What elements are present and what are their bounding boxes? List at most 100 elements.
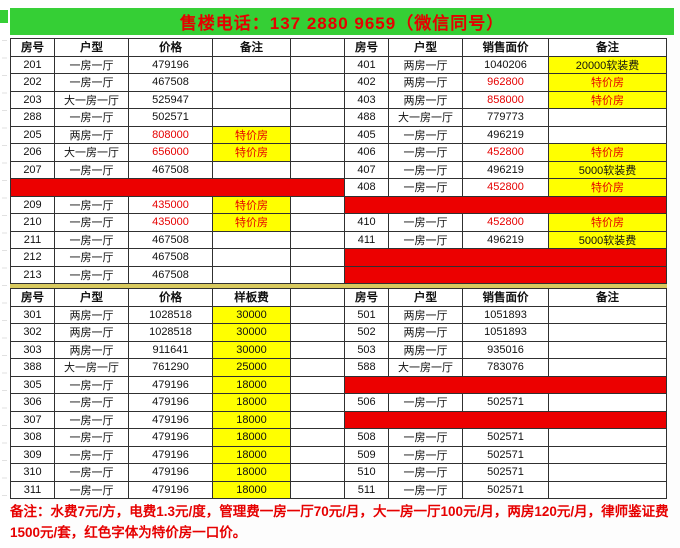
note-cell: 特价房	[213, 214, 291, 232]
room-cell: 307	[11, 411, 55, 429]
type-cell: 一房一厅	[55, 196, 129, 214]
room-cell: 306	[11, 394, 55, 412]
price-cell: 452800	[463, 144, 549, 162]
spacer-cell	[291, 144, 345, 162]
note-cell: 30000	[213, 306, 291, 324]
note-cell: 18000	[213, 446, 291, 464]
price-cell: 858000	[463, 91, 549, 109]
price-cell: 1051893	[463, 306, 549, 324]
header-type-left: 户型	[55, 289, 129, 307]
sold-row-band	[345, 411, 667, 429]
type-cell: 大一房一厅	[389, 109, 463, 127]
price-cell: 479196	[129, 376, 213, 394]
header-note-right: 备注	[549, 39, 667, 57]
type-cell: 两房一厅	[389, 74, 463, 92]
room-cell: 301	[11, 306, 55, 324]
price-cell: 479196	[129, 464, 213, 482]
type-cell: 一房一厅	[389, 446, 463, 464]
type-cell: 大一房一厅	[55, 144, 129, 162]
price-cell: 479196	[129, 429, 213, 447]
price-cell: 467508	[129, 74, 213, 92]
header-room-left: 房号	[11, 39, 55, 57]
room-cell: 510	[345, 464, 389, 482]
spacer-cell	[291, 109, 345, 127]
type-cell: 一房一厅	[55, 394, 129, 412]
spacer-cell	[291, 359, 345, 377]
price-cell: 962800	[463, 74, 549, 92]
price-cell: 783076	[463, 359, 549, 377]
note-cell: 18000	[213, 429, 291, 447]
room-cell: 501	[345, 306, 389, 324]
row-number-gutter	[0, 0, 10, 548]
spacer-cell	[291, 376, 345, 394]
note-cell	[549, 109, 667, 127]
price-cell: 496219	[463, 161, 549, 179]
spacer-cell	[291, 464, 345, 482]
type-cell: 两房一厅	[389, 324, 463, 342]
type-cell: 一房一厅	[389, 179, 463, 197]
note-cell: 特价房	[549, 214, 667, 232]
section-divider	[10, 284, 667, 288]
header-room-right: 房号	[345, 289, 389, 307]
price-cell: 452800	[463, 214, 549, 232]
price-cell: 935016	[463, 341, 549, 359]
price-cell: 435000	[129, 214, 213, 232]
type-cell: 一房一厅	[55, 161, 129, 179]
type-cell: 一房一厅	[55, 411, 129, 429]
room-cell: 405	[345, 126, 389, 144]
price-cell: 467508	[129, 231, 213, 249]
type-cell: 一房一厅	[55, 214, 129, 232]
price-cell: 502571	[463, 446, 549, 464]
note-cell: 5000软装费	[549, 231, 667, 249]
price-cell: 479196	[129, 481, 213, 499]
type-cell: 一房一厅	[55, 249, 129, 267]
price-cell: 467508	[129, 161, 213, 179]
note-cell	[213, 249, 291, 267]
note-cell: 18000	[213, 464, 291, 482]
room-cell: 202	[11, 74, 55, 92]
note-cell	[213, 266, 291, 284]
note-cell	[549, 394, 667, 412]
note-cell	[213, 109, 291, 127]
header-room-right: 房号	[345, 39, 389, 57]
note-cell: 25000	[213, 359, 291, 377]
room-cell: 288	[11, 109, 55, 127]
room-cell: 403	[345, 91, 389, 109]
room-cell: 309	[11, 446, 55, 464]
note-cell: 5000软装费	[549, 161, 667, 179]
type-cell: 一房一厅	[389, 481, 463, 499]
type-cell: 一房一厅	[55, 376, 129, 394]
spacer-cell	[291, 394, 345, 412]
room-cell: 201	[11, 56, 55, 74]
type-cell: 两房一厅	[55, 126, 129, 144]
spacer-cell	[291, 446, 345, 464]
note-cell	[213, 74, 291, 92]
price-cell: 761290	[129, 359, 213, 377]
room-cell: 388	[11, 359, 55, 377]
note-cell	[549, 126, 667, 144]
note-cell	[549, 341, 667, 359]
room-cell: 305	[11, 376, 55, 394]
note-cell: 30000	[213, 324, 291, 342]
price-cell: 1051893	[463, 324, 549, 342]
spacer-cell	[291, 214, 345, 232]
type-cell: 两房一厅	[55, 306, 129, 324]
header-spacer	[291, 289, 345, 307]
spacer-cell	[291, 231, 345, 249]
spacer-cell	[291, 266, 345, 284]
note-cell	[213, 161, 291, 179]
type-cell: 一房一厅	[55, 446, 129, 464]
room-cell: 508	[345, 429, 389, 447]
note-cell: 特价房	[213, 126, 291, 144]
note-cell	[549, 429, 667, 447]
type-cell: 大一房一厅	[389, 359, 463, 377]
type-cell: 一房一厅	[55, 266, 129, 284]
row-number-marks	[2, 40, 7, 498]
room-cell: 303	[11, 341, 55, 359]
room-cell: 502	[345, 324, 389, 342]
sold-row-band	[345, 266, 667, 284]
price-cell: 479196	[129, 56, 213, 74]
room-cell: 407	[345, 161, 389, 179]
type-cell: 一房一厅	[389, 231, 463, 249]
room-cell: 213	[11, 266, 55, 284]
